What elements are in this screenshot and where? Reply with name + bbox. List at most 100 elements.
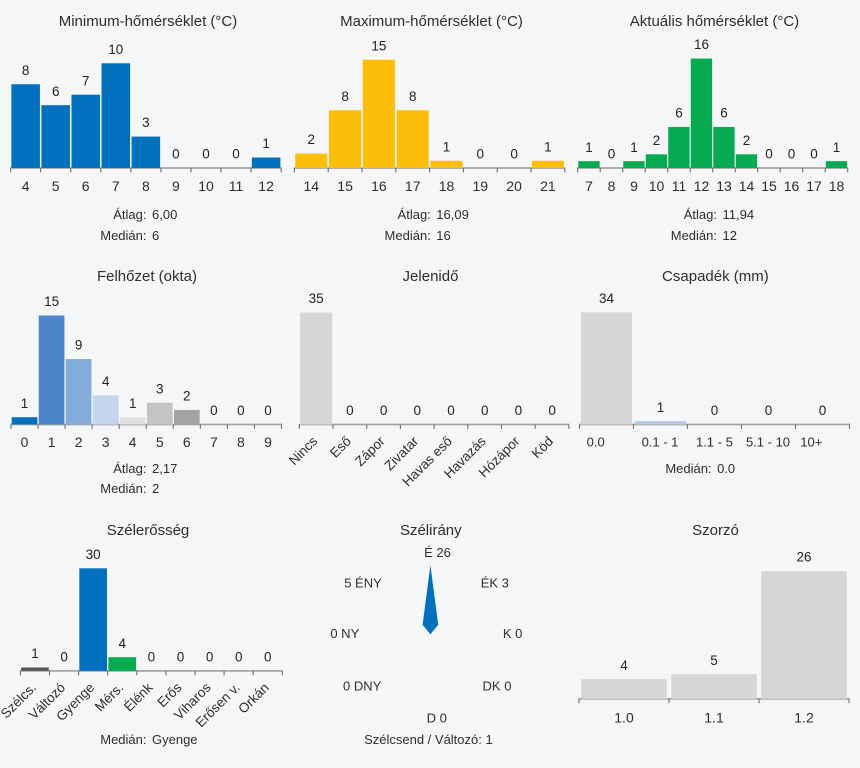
svg-text:0: 0 xyxy=(210,403,218,418)
svg-text:0.0: 0.0 xyxy=(587,435,605,450)
svg-text:4: 4 xyxy=(22,178,30,194)
svg-text:15: 15 xyxy=(371,38,386,53)
svg-text:9: 9 xyxy=(264,434,272,450)
svg-text:0: 0 xyxy=(548,403,556,418)
svg-text:13: 13 xyxy=(716,178,732,194)
svg-text:Átlag:: Átlag: xyxy=(113,207,146,222)
svg-text:8: 8 xyxy=(341,89,349,104)
svg-text:4: 4 xyxy=(102,374,110,389)
svg-text:1.2: 1.2 xyxy=(794,710,814,726)
svg-text:0: 0 xyxy=(21,434,29,450)
svg-text:Gyenge: Gyenge xyxy=(152,732,198,747)
svg-text:Medián:: Medián: xyxy=(100,228,146,243)
svg-text:0: 0 xyxy=(148,650,156,665)
svg-text:0: 0 xyxy=(264,650,272,665)
svg-text:7: 7 xyxy=(585,178,593,194)
svg-text:11: 11 xyxy=(229,178,244,194)
svg-text:3: 3 xyxy=(142,115,150,130)
svg-text:12: 12 xyxy=(258,178,274,194)
svg-text:10: 10 xyxy=(649,178,665,194)
svg-text:0: 0 xyxy=(232,147,240,162)
svg-text:30: 30 xyxy=(86,547,101,562)
svg-text:1: 1 xyxy=(21,396,29,411)
svg-text:16: 16 xyxy=(436,228,450,243)
svg-text:0: 0 xyxy=(481,403,489,418)
svg-text:0: 0 xyxy=(380,403,388,418)
svg-text:4: 4 xyxy=(118,636,126,651)
svg-text:Átlag:: Átlag: xyxy=(684,207,717,222)
svg-text:34: 34 xyxy=(599,291,615,306)
svg-text:Átlag:: Átlag: xyxy=(113,461,146,476)
svg-text:5: 5 xyxy=(52,178,60,194)
svg-text:Medián:: Medián: xyxy=(100,732,146,747)
svg-text:16,09: 16,09 xyxy=(436,207,469,222)
svg-text:0: 0 xyxy=(788,147,796,162)
svg-text:9: 9 xyxy=(172,178,180,194)
svg-text:17: 17 xyxy=(806,178,822,194)
svg-text:7: 7 xyxy=(82,73,90,88)
svg-text:18: 18 xyxy=(439,178,455,194)
svg-text:4: 4 xyxy=(620,658,628,673)
svg-text:1: 1 xyxy=(48,434,56,450)
svg-text:0.0: 0.0 xyxy=(717,461,735,476)
svg-text:0: 0 xyxy=(765,403,773,418)
svg-text:2: 2 xyxy=(308,132,316,147)
svg-text:0: 0 xyxy=(765,147,773,162)
svg-text:8: 8 xyxy=(22,63,30,78)
svg-text:Szélirány: Szélirány xyxy=(400,522,462,539)
svg-text:0: 0 xyxy=(237,403,245,418)
svg-text:0.1 - 1: 0.1 - 1 xyxy=(642,435,679,450)
svg-text:2: 2 xyxy=(75,434,83,450)
svg-text:2: 2 xyxy=(653,133,661,148)
svg-text:16: 16 xyxy=(694,37,709,52)
svg-text:Medián:: Medián: xyxy=(100,481,146,496)
svg-text:0: 0 xyxy=(202,147,210,162)
svg-text:5: 5 xyxy=(710,653,718,668)
svg-text:0: 0 xyxy=(510,147,518,162)
svg-text:21: 21 xyxy=(540,178,556,194)
svg-text:1: 1 xyxy=(544,139,552,154)
svg-text:20: 20 xyxy=(506,178,522,194)
svg-text:Medián:: Medián: xyxy=(671,228,717,243)
svg-text:0: 0 xyxy=(711,403,719,418)
svg-text:0: 0 xyxy=(819,403,827,418)
svg-text:5 ÉNY: 5 ÉNY xyxy=(344,576,382,591)
svg-text:Csapadék (mm): Csapadék (mm) xyxy=(662,268,769,285)
svg-text:1.1: 1.1 xyxy=(704,710,724,726)
svg-text:6: 6 xyxy=(720,106,728,121)
svg-text:1: 1 xyxy=(833,140,841,155)
svg-text:9: 9 xyxy=(75,338,83,353)
svg-text:Medián:: Medián: xyxy=(665,461,711,476)
svg-text:0: 0 xyxy=(413,403,421,418)
svg-text:0 NY: 0 NY xyxy=(330,626,359,641)
svg-text:14: 14 xyxy=(304,178,320,194)
svg-text:5: 5 xyxy=(156,434,164,450)
svg-text:16: 16 xyxy=(784,178,800,194)
svg-text:26: 26 xyxy=(796,550,811,565)
svg-text:1: 1 xyxy=(129,396,137,411)
svg-text:7: 7 xyxy=(112,178,120,194)
svg-text:19: 19 xyxy=(473,178,489,194)
svg-text:12: 12 xyxy=(723,228,737,243)
svg-text:Minimum-hőmérséklet (°C): Minimum-hőmérséklet (°C) xyxy=(59,13,238,30)
svg-text:1: 1 xyxy=(630,140,638,155)
svg-text:15: 15 xyxy=(337,178,353,194)
svg-text:2: 2 xyxy=(743,133,751,148)
svg-text:10+: 10+ xyxy=(800,435,822,450)
svg-text:6: 6 xyxy=(52,84,60,99)
svg-text:Medián:: Medián: xyxy=(385,228,431,243)
svg-text:1: 1 xyxy=(443,139,451,154)
svg-text:0: 0 xyxy=(810,147,818,162)
svg-text:6: 6 xyxy=(675,106,683,121)
svg-text:1: 1 xyxy=(657,400,665,415)
svg-text:10: 10 xyxy=(108,42,123,57)
svg-text:1: 1 xyxy=(262,136,270,151)
svg-text:9: 9 xyxy=(630,178,638,194)
svg-text:6: 6 xyxy=(82,178,90,194)
svg-text:0: 0 xyxy=(60,650,68,665)
svg-text:Szélcsend / Változó: 1: Szélcsend / Változó: 1 xyxy=(364,732,493,747)
svg-text:10: 10 xyxy=(198,178,214,194)
svg-text:3: 3 xyxy=(156,381,164,396)
svg-text:0: 0 xyxy=(235,650,243,665)
svg-text:17: 17 xyxy=(405,178,421,194)
